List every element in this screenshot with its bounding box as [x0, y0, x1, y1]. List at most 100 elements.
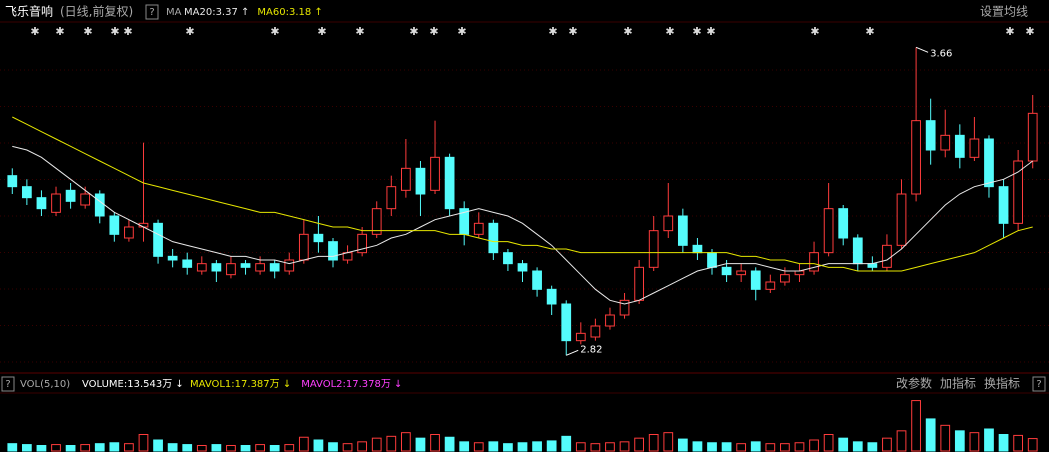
- candle-body: [648, 230, 659, 268]
- candle-body: [517, 263, 528, 272]
- volume-bar: [94, 443, 105, 452]
- volume-bar: [765, 443, 776, 452]
- candle-body: [226, 263, 236, 276]
- help[interactable]: ?: [1036, 379, 1041, 390]
- candle-body: [998, 186, 1009, 224]
- volume-bar: [867, 442, 878, 452]
- volume-bar: [503, 443, 513, 452]
- event-marker: ✱: [317, 25, 326, 38]
- volume-bar: [1013, 434, 1024, 452]
- volume-bar: [269, 445, 280, 452]
- set-ma-button[interactable]: 设置均线: [980, 5, 1028, 19]
- volume-bar: [80, 444, 91, 452]
- volume-bar: [721, 442, 732, 452]
- help[interactable]: ?: [149, 7, 154, 18]
- volume-bar: [648, 434, 659, 452]
- help-box[interactable]: [1, 376, 15, 392]
- volume-bar: [167, 443, 178, 452]
- event-marker: ✱: [185, 25, 194, 38]
- volume-bar: [342, 443, 353, 452]
- candle-body: [269, 263, 280, 272]
- volume-bar: [546, 440, 557, 452]
- indicator-button[interactable]: 改参数: [896, 376, 932, 391]
- volume-bar: [21, 444, 32, 452]
- volume-bar: [954, 430, 965, 452]
- candle-body: [619, 299, 630, 316]
- candle-body: [196, 263, 207, 272]
- help-box[interactable]: [145, 4, 159, 20]
- indicator-button[interactable]: 加指标: [940, 376, 976, 391]
- volume-bar: [226, 445, 236, 452]
- volume-bar: [852, 441, 863, 452]
- candle-body: [94, 193, 105, 217]
- volume-bar: [575, 442, 586, 452]
- ma-legend: MA20:3.37 ↑: [184, 7, 249, 18]
- volume-bar: [138, 434, 149, 452]
- event-marker: ✱: [457, 25, 466, 38]
- help-box[interactable]: [1032, 376, 1046, 392]
- candle-body: [546, 288, 557, 305]
- candle-body: [590, 325, 601, 338]
- event-marker: ✱: [1005, 25, 1014, 38]
- event-marker: ✱: [123, 25, 132, 38]
- volume-bar: [1027, 438, 1038, 452]
- volume-bar: [255, 444, 265, 452]
- volume-bar: [911, 400, 921, 452]
- candle-body: [444, 156, 455, 210]
- volume-label: VOLUME:13.543万 ↓: [82, 379, 184, 390]
- event-marker: ✱: [692, 25, 701, 38]
- period: (日线,前复权): [60, 4, 133, 19]
- candle-body: [284, 259, 295, 272]
- volume-bar: [153, 439, 163, 452]
- candle-body: [488, 222, 499, 254]
- volume-bar: [415, 437, 426, 452]
- ma-line: [12, 145, 1034, 305]
- candle-body: [852, 237, 863, 265]
- candle-body: [940, 134, 951, 151]
- candle-body: [634, 266, 644, 301]
- volume-bar: [634, 437, 644, 452]
- event-marker: ✱: [355, 25, 364, 38]
- candle-body: [794, 270, 805, 276]
- candle-body: [984, 138, 994, 188]
- volume-bar: [925, 418, 936, 452]
- candle-body: [823, 208, 834, 254]
- candle-body: [182, 259, 193, 268]
- candle-body: [896, 193, 907, 246]
- volume-bar: [561, 435, 572, 452]
- volume-bar: [780, 443, 790, 452]
- volume-bar: [823, 434, 834, 452]
- candle-body: [969, 138, 980, 158]
- volume-bar: [532, 441, 542, 452]
- candle-body: [371, 208, 382, 235]
- volume-bar: [984, 428, 994, 452]
- help[interactable]: ?: [5, 379, 10, 390]
- event-marker: ✱: [623, 25, 632, 38]
- volume-bar: [196, 445, 207, 452]
- candle-body: [736, 270, 747, 276]
- candle-body: [663, 215, 674, 232]
- ma-line: [12, 116, 1033, 272]
- volume-bar: [328, 442, 338, 452]
- volume-bar: [590, 443, 601, 452]
- volume-bar: [36, 445, 47, 452]
- volume-bar: [896, 430, 907, 452]
- candle-body: [1013, 160, 1024, 224]
- indicator-button[interactable]: 换指标: [984, 376, 1020, 391]
- candle-body: [575, 332, 586, 342]
- event-marker: ✱: [865, 25, 874, 38]
- volume-bar: [605, 442, 615, 452]
- candle-body: [721, 266, 732, 276]
- candle-body: [167, 255, 178, 261]
- candle-body: [473, 222, 484, 235]
- candle-body: [109, 215, 120, 235]
- ma-legend: MA60:3.18 ↑: [257, 7, 322, 18]
- candle-body: [401, 167, 411, 191]
- candle-body: [386, 186, 397, 210]
- candle-body: [750, 270, 761, 290]
- vol-ma-legend: MAVOL1:17.387万 ↓: [190, 379, 291, 390]
- candle-body: [911, 120, 921, 195]
- stock-name: 飞乐音响: [5, 4, 53, 19]
- candle-body: [677, 215, 688, 246]
